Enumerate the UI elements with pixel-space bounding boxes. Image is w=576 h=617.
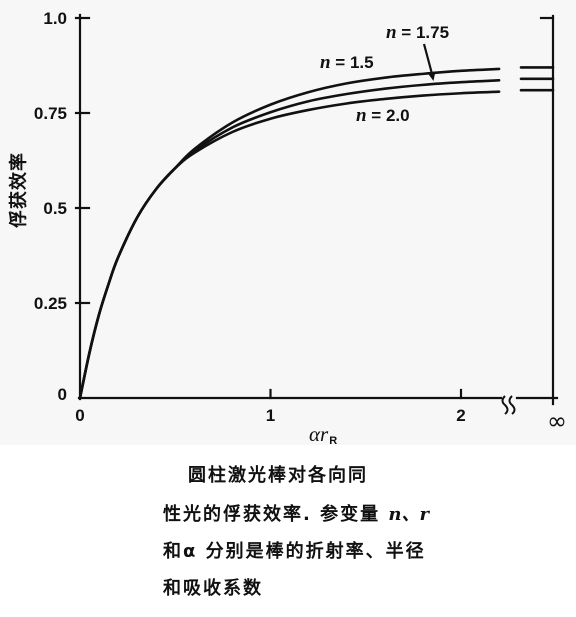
curve-n-1-75 [78,79,501,400]
x-tick-label: 0 [75,406,84,425]
curve-label-symbol: n [386,22,397,43]
y-tick-label: 0 [58,385,67,404]
caption-variables: n、r [388,504,429,525]
x-axis-label: αrR [309,422,337,445]
curve-label-value: = 1.5 [331,53,374,72]
x-axis-break-mark [501,395,509,415]
y-axis-label: 俘获效率 [8,152,30,228]
curve-label-n-2-0: n = 2.0 [356,105,410,126]
curve-label-symbol: n [356,105,367,126]
curve-labels: n = 1.5n = 1.75n = 2.0 [320,22,449,126]
curve-label-arrow [422,43,436,81]
x-axis-break-mark [508,395,516,415]
y-tick-label: 0.25 [34,294,67,313]
x-infinity-label: ∞ [547,407,567,435]
curves [78,66,555,400]
plot-area: 0 0.25 0.5 0.75 1.0 0 1 2 n = 1.5 n = 1.75 n = 2.… [7,9,568,445]
axis-ticks: 0 0.25 0.5 0.75 1.0 0 1 2 [34,9,466,425]
figure-caption: 圆柱激光棒对各向同 性光的俘获效率. 参变量 n、r 和α 分别是棒的折射率、半… [0,445,576,617]
arrow-head [427,71,436,81]
curve-n-1-5 [78,67,501,400]
x-axis-label-subscript: R [329,435,337,445]
curve-label-n-1-5: n = 1.5 [320,52,374,73]
y-tick-label: 1.0 [43,9,67,28]
y-tick-label: 0.5 [43,199,67,218]
curve-label-value: = 2.0 [367,106,410,125]
caption-line-2-text: 性光的俘获效率. 参变量 [163,504,381,525]
curve-label-n-1-75: n = 1.75 [386,22,449,43]
curve-n-2-0 [78,90,501,400]
curve-label-value: = 1.75 [397,23,449,42]
x-tick-label: 2 [456,406,465,425]
caption-line-3: 和α 分别是棒的折射率、半径 [163,541,426,562]
x-axis-label-main: αr [309,422,329,445]
caption-line-2: 性光的俘获效率. 参变量 n、r [163,500,429,526]
arrow-shaft [422,43,433,73]
y-tick-label: 0.75 [34,104,67,123]
curve-label-symbol: n [320,52,331,73]
caption-line-4: 和吸收系数 [163,578,263,599]
capture-efficiency-chart: 00.250.50.751.00 1 2 n = 1.5n = 1.75n = 2.… [8,9,568,445]
caption-line-1: 圆柱激光棒对各向同 [188,465,368,486]
x-tick-label: 1 [266,406,275,425]
